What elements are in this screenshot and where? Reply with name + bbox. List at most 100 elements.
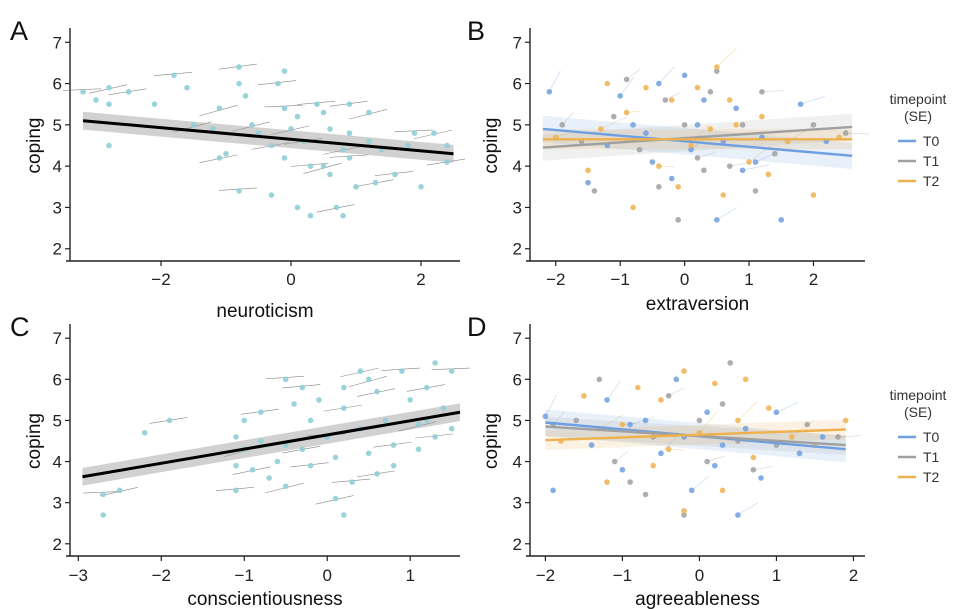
legend-title-line1: timepoint [890,387,947,403]
series-T1-point [701,167,707,174]
series-T1-point [681,512,687,518]
data-point [307,462,314,469]
data-point [440,405,447,411]
series-T2-point [733,122,739,128]
individual-trajectory-line [742,164,770,171]
data-point [327,126,333,132]
data-point [332,495,339,502]
data-point [346,130,353,136]
series-T1-point [804,421,811,428]
data-point [424,384,430,391]
series-T1-point [662,97,669,103]
series-T1-point [611,458,618,465]
series-T2-point [668,97,675,103]
series-T2-point [810,192,817,198]
data-point [418,183,424,190]
series-T1-point [573,417,580,424]
data-point [216,105,223,112]
data-point [282,483,289,490]
series-T1-point [623,76,630,83]
series-T1-point [681,122,688,128]
series-T2-point [650,462,657,469]
series-T1-point [559,122,566,128]
data-point [291,401,297,407]
series-T0-point [542,413,549,420]
data-point [184,84,190,91]
individual-trajectory-line [658,66,675,84]
y-tick-label: 2 [513,240,522,259]
x-axis-title: extraversion [646,294,750,315]
data-point [249,466,256,473]
series-T2-point [665,446,672,453]
data-point [281,155,288,161]
series-T0-point [585,179,591,186]
series-T0-point [712,462,718,469]
y-tick-label: 4 [513,453,522,472]
series-T1-point [752,188,759,194]
y-tick-label: 4 [513,157,522,176]
series-T1-point [707,89,714,95]
series-T0-point [701,97,707,103]
data-point [431,130,437,136]
legend-label-T1: T1 [923,153,940,169]
series-T2-point [720,192,727,198]
y-axis-title: coping [481,118,502,174]
legend-title-line2: (SE) [904,404,932,420]
panel-C: C 2 3 4 5 6 7 −3 −2 −1 0 1 conscientiousness coping [10,312,470,609]
data-point [266,475,272,481]
individual-trajectory-line [800,96,825,105]
data-point [288,126,294,132]
data-point [407,397,414,403]
data-point [307,417,314,424]
individual-trajectory-line [707,455,725,462]
series-T0-point [649,159,656,165]
fit-line [82,119,454,156]
panel-label: D [467,312,487,342]
y-tick-label: 5 [513,116,522,135]
data-point [333,204,340,211]
data-point [392,171,398,178]
series-T2-point [765,171,772,178]
data-point [236,80,242,87]
series-T0-point [752,159,759,165]
data-point [382,417,389,424]
data-point [249,122,255,128]
legend-label-T2: T2 [923,469,940,485]
y-tick-label: 6 [513,75,522,94]
individual-trajectory-line [660,436,677,454]
data-point [100,491,106,498]
x-tick-label: 0 [695,566,704,585]
data-point [106,84,112,91]
series-T0-point [673,376,680,383]
individual-trajectory-line [761,90,784,93]
data-point [233,434,239,440]
data-point [210,126,216,132]
data-point [366,109,372,116]
legend-label-T2: T2 [923,173,940,189]
series-T0-point [733,105,739,112]
data-point [223,150,229,157]
data-point [307,163,314,169]
y-tick-label: 6 [513,370,522,389]
x-tick-label: −1 [235,566,254,585]
legend-label-T0: T0 [923,429,940,445]
individual-trajectory-line [845,132,870,135]
data-point [444,159,450,165]
series-T2-point [604,479,610,485]
data-point [327,171,333,178]
series-T0-point [778,217,785,223]
data-point [166,417,173,424]
x-tick-label: 2 [809,270,818,289]
series-T0-point [617,93,623,99]
data-point [294,204,301,211]
y-tick-label: 2 [53,535,62,554]
legend-D: timepoint(SE) T0 T1 T2 [890,387,947,485]
data-point [258,438,264,444]
data-point [151,101,158,108]
x-tick-label: 2 [849,566,858,585]
y-tick-label: 5 [513,411,522,430]
data-point [320,163,327,169]
individual-trajectory-line [697,152,716,159]
x-tick-label: −2 [546,270,565,289]
series-T2-point [759,113,765,120]
